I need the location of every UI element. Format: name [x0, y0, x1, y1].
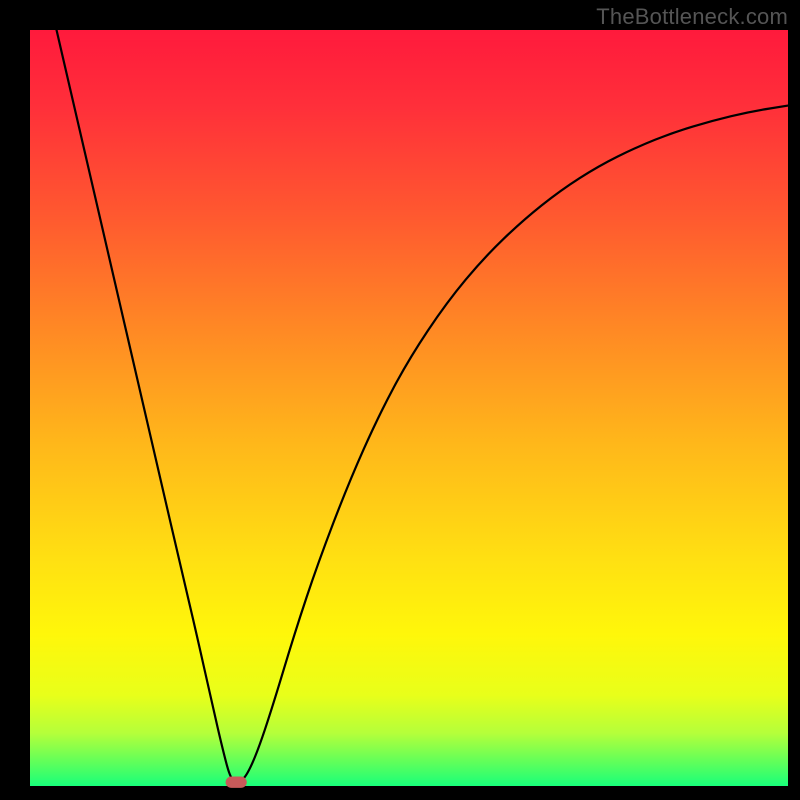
chart-container: TheBottleneck.com	[0, 0, 800, 800]
optimum-marker	[226, 777, 247, 788]
watermark-text: TheBottleneck.com	[596, 4, 788, 30]
bottleneck-chart	[0, 0, 800, 800]
